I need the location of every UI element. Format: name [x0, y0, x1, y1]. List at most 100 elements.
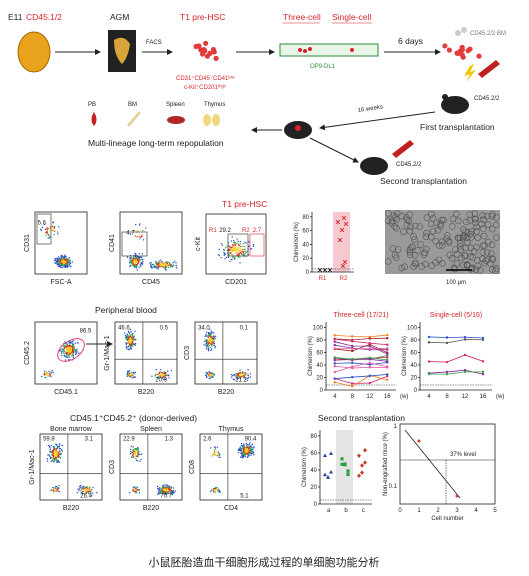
event [129, 233, 132, 235]
event [131, 343, 134, 346]
event [142, 229, 144, 232]
event [173, 260, 176, 262]
point [363, 448, 367, 453]
gate-value: 5.1 [240, 493, 249, 499]
y-tick-label: 60 [410, 350, 417, 356]
point [463, 353, 467, 357]
section-title: CD45.1⁺CD45.2⁺ (donor-derived) [70, 413, 197, 423]
event [242, 452, 244, 454]
event [246, 448, 248, 451]
event [160, 261, 162, 264]
cell [420, 251, 428, 258]
event [54, 259, 56, 261]
event [50, 460, 53, 462]
event [71, 355, 73, 357]
event [210, 335, 212, 337]
event [161, 260, 164, 263]
event [63, 355, 66, 357]
event [210, 332, 212, 334]
event [128, 372, 130, 374]
event [134, 451, 137, 453]
event [237, 451, 240, 454]
event [160, 373, 162, 376]
event [133, 229, 135, 232]
cell [446, 251, 454, 259]
event [141, 262, 144, 265]
event [131, 452, 133, 455]
event [231, 236, 233, 238]
event [163, 264, 166, 266]
event [45, 371, 48, 373]
point [360, 470, 364, 475]
event [249, 452, 251, 455]
event [65, 255, 67, 258]
event [159, 259, 162, 261]
event [130, 456, 133, 458]
gate [121, 231, 148, 257]
event [243, 446, 245, 448]
event [58, 455, 61, 457]
point [386, 333, 389, 337]
event [79, 487, 82, 489]
point [368, 366, 371, 369]
cell [442, 43, 448, 49]
point [357, 473, 361, 479]
event [166, 488, 169, 490]
days: 6 days [398, 36, 423, 46]
event [213, 487, 216, 490]
cell [463, 262, 471, 269]
event [248, 245, 250, 248]
event [207, 331, 210, 334]
event [234, 257, 237, 259]
point [481, 338, 485, 341]
level-label: 37% level [450, 452, 476, 458]
event [129, 344, 131, 346]
event [85, 492, 88, 495]
event [231, 244, 234, 246]
arrow [319, 111, 436, 131]
event [55, 453, 58, 455]
event [66, 352, 68, 355]
event [67, 258, 70, 261]
gate-value: R2 [242, 228, 250, 234]
syringe [478, 60, 500, 78]
event [209, 328, 211, 330]
gate-value: 2.6 [203, 437, 212, 443]
event [53, 447, 55, 450]
event [129, 333, 131, 335]
event [137, 460, 139, 462]
event [47, 444, 50, 447]
event [131, 261, 133, 263]
event [251, 443, 254, 446]
event [51, 450, 53, 453]
event [130, 344, 132, 346]
point [357, 453, 361, 458]
event [48, 370, 50, 373]
event [164, 486, 167, 488]
event [53, 453, 55, 456]
event [164, 268, 167, 271]
event [71, 340, 74, 343]
event [226, 252, 228, 254]
event [45, 373, 48, 376]
event [209, 341, 212, 343]
event [75, 352, 78, 355]
event [239, 240, 242, 243]
event [215, 490, 217, 492]
event [242, 252, 244, 254]
event [214, 486, 217, 489]
cell [468, 265, 476, 273]
event [172, 492, 174, 495]
event [168, 374, 170, 376]
event [130, 448, 132, 451]
event [218, 254, 221, 257]
event [241, 447, 244, 449]
event [170, 263, 173, 266]
event [224, 258, 226, 260]
cell [449, 215, 457, 223]
event [136, 263, 139, 266]
chart-title: Second transplantation [318, 413, 405, 423]
event [129, 264, 132, 267]
event [55, 488, 57, 490]
event [209, 343, 212, 345]
